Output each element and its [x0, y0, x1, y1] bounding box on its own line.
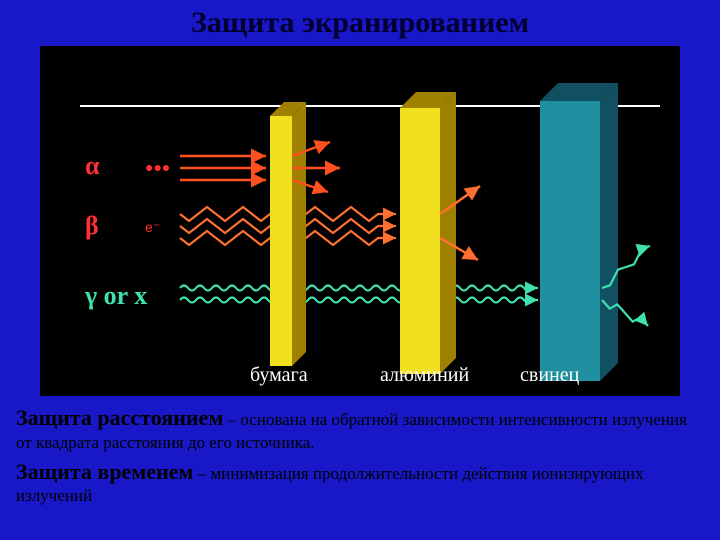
bottom-lead-1: Защита временем — [16, 459, 194, 484]
explanatory-text: Защита расстоянием – основана на обратно… — [0, 396, 720, 507]
radiation-symbol-gamma_x: γ or x — [84, 281, 147, 310]
shield-paper — [270, 102, 306, 366]
bottom-lead-0: Защита расстоянием — [16, 405, 223, 430]
bottom-line-0: Защита расстоянием – основана на обратно… — [16, 404, 704, 454]
svg-text:●●●: ●●● — [145, 159, 170, 175]
radiation-symbol-beta: β — [85, 211, 99, 240]
shield-label-aluminium: алюминий — [380, 364, 469, 387]
shield-lead — [540, 83, 618, 381]
bottom-line-1: Защита временем – минимизация продолжите… — [16, 458, 704, 508]
shield-label-paper: бумага — [250, 364, 308, 387]
shielding-diagram: α ●●● β e⁻ γ or x бумага алюминий свинец — [40, 46, 680, 396]
svg-text:e⁻: e⁻ — [145, 219, 160, 235]
shield-aluminium — [400, 92, 456, 374]
radiation-symbol-alpha: α — [85, 151, 100, 180]
page-title: Защита экранированием — [0, 0, 720, 40]
shield-label-lead: свинец — [520, 364, 579, 387]
